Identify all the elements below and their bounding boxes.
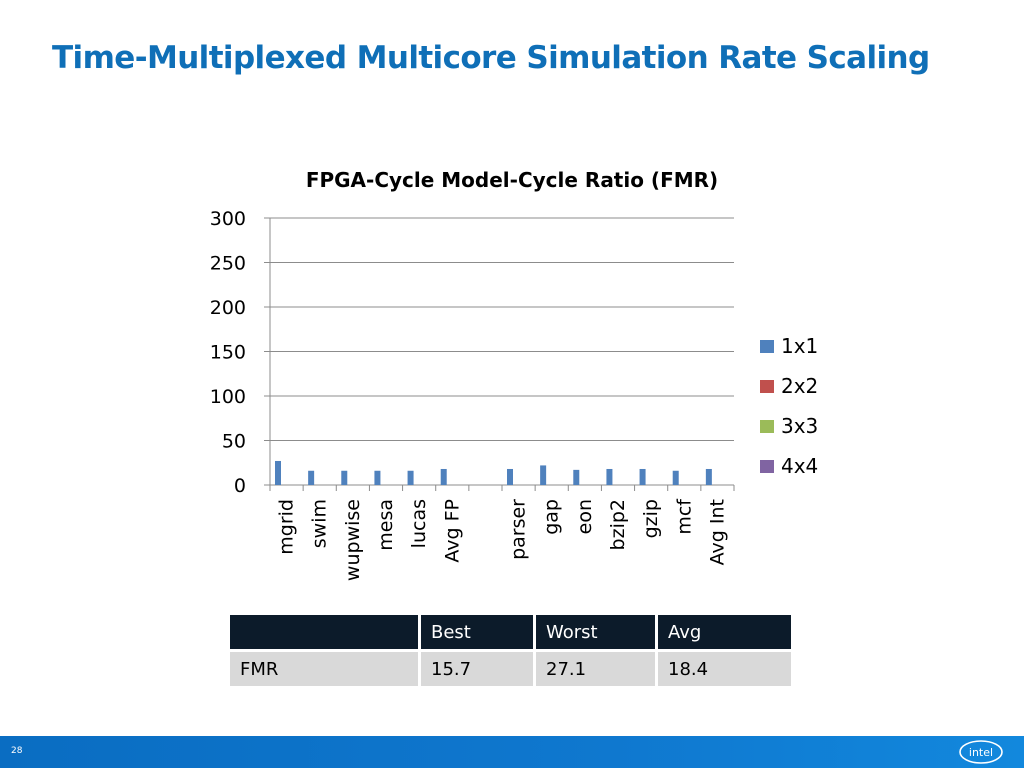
y-tick-labels: 0 50 100 150 200 250 300	[210, 208, 246, 497]
y-tick-label: 0	[234, 475, 246, 497]
bar	[573, 469, 580, 485]
bar	[374, 470, 381, 485]
axes	[264, 217, 735, 491]
bar	[540, 465, 547, 485]
fmr-summary-table: Best Worst Avg FMR 15.7 27.1 18.4	[230, 615, 794, 689]
x-tick-labels: mgrid swim wupwise mesa lucas Avg FP parser gap…	[276, 498, 729, 581]
legend: 1x1 2x2 3x3 4x4	[760, 334, 818, 478]
intel-logo-icon: intel	[959, 740, 1003, 764]
table-header-cell: Worst	[534, 615, 658, 652]
y-tick-label: 150	[210, 342, 246, 364]
legend-label: 3x3	[781, 414, 818, 438]
bars	[275, 460, 712, 485]
x-tick-label: parser	[508, 499, 530, 560]
legend-swatch	[760, 380, 774, 393]
bar	[341, 470, 348, 485]
table-row: FMR 15.7 27.1 18.4	[230, 650, 794, 689]
bar	[606, 468, 613, 485]
table-cell: 27.1	[534, 650, 658, 689]
legend-label: 4x4	[781, 454, 818, 478]
table-cell: 15.7	[419, 650, 536, 689]
x-tick-label: wupwise	[342, 499, 364, 581]
bar	[407, 470, 414, 485]
gridlines	[270, 217, 734, 441]
legend-label: 2x2	[781, 374, 818, 398]
chart-title: FPGA-Cycle Model-Cycle Ratio (FMR)	[306, 168, 718, 192]
table-header-row: Best Worst Avg	[230, 615, 794, 652]
legend-label: 1x1	[781, 334, 818, 358]
table-header-cell: Best	[419, 615, 536, 652]
table-header-cell	[230, 615, 421, 652]
footer-bar: 28 intel	[0, 736, 1024, 768]
y-tick-label: 200	[210, 297, 246, 319]
table-cell: FMR	[230, 650, 421, 689]
y-tick-label: 100	[210, 386, 246, 408]
x-tick-label: mesa	[375, 499, 397, 551]
fmr-bar-chart: FPGA-Cycle Model-Cycle Ratio (FMR) 0 50 10…	[210, 168, 819, 581]
x-tick-label: swim	[309, 499, 331, 548]
bar	[507, 468, 513, 485]
x-tick-label: bzip2	[607, 499, 629, 550]
x-tick-label: mgrid	[276, 499, 298, 555]
page-number: 28	[11, 746, 23, 756]
legend-swatch	[760, 460, 774, 473]
x-tick-label: mcf	[673, 498, 695, 535]
bar	[440, 468, 447, 485]
bar	[275, 460, 281, 485]
x-tick-label: lucas	[408, 499, 430, 548]
legend-swatch	[760, 340, 774, 353]
x-tick-label: Avg FP	[441, 499, 463, 563]
legend-swatch	[760, 420, 774, 433]
y-tick-label: 50	[222, 431, 246, 453]
x-tick-label: eon	[574, 499, 596, 534]
slide-title: Time-Multiplexed Multicore Simulation Ra…	[52, 40, 930, 76]
x-tick-label: gzip	[640, 499, 662, 538]
bar	[639, 468, 646, 485]
table-header-cell: Avg	[656, 615, 794, 652]
bar	[672, 470, 679, 485]
svg-text:intel: intel	[969, 746, 993, 759]
y-tick-label: 250	[210, 253, 246, 275]
bar	[705, 468, 712, 485]
x-tick-label: gap	[541, 499, 563, 535]
x-tick-label: Avg Int	[706, 499, 728, 565]
bar	[308, 470, 315, 485]
table-cell: 18.4	[656, 650, 794, 689]
y-tick-label: 300	[210, 208, 246, 230]
